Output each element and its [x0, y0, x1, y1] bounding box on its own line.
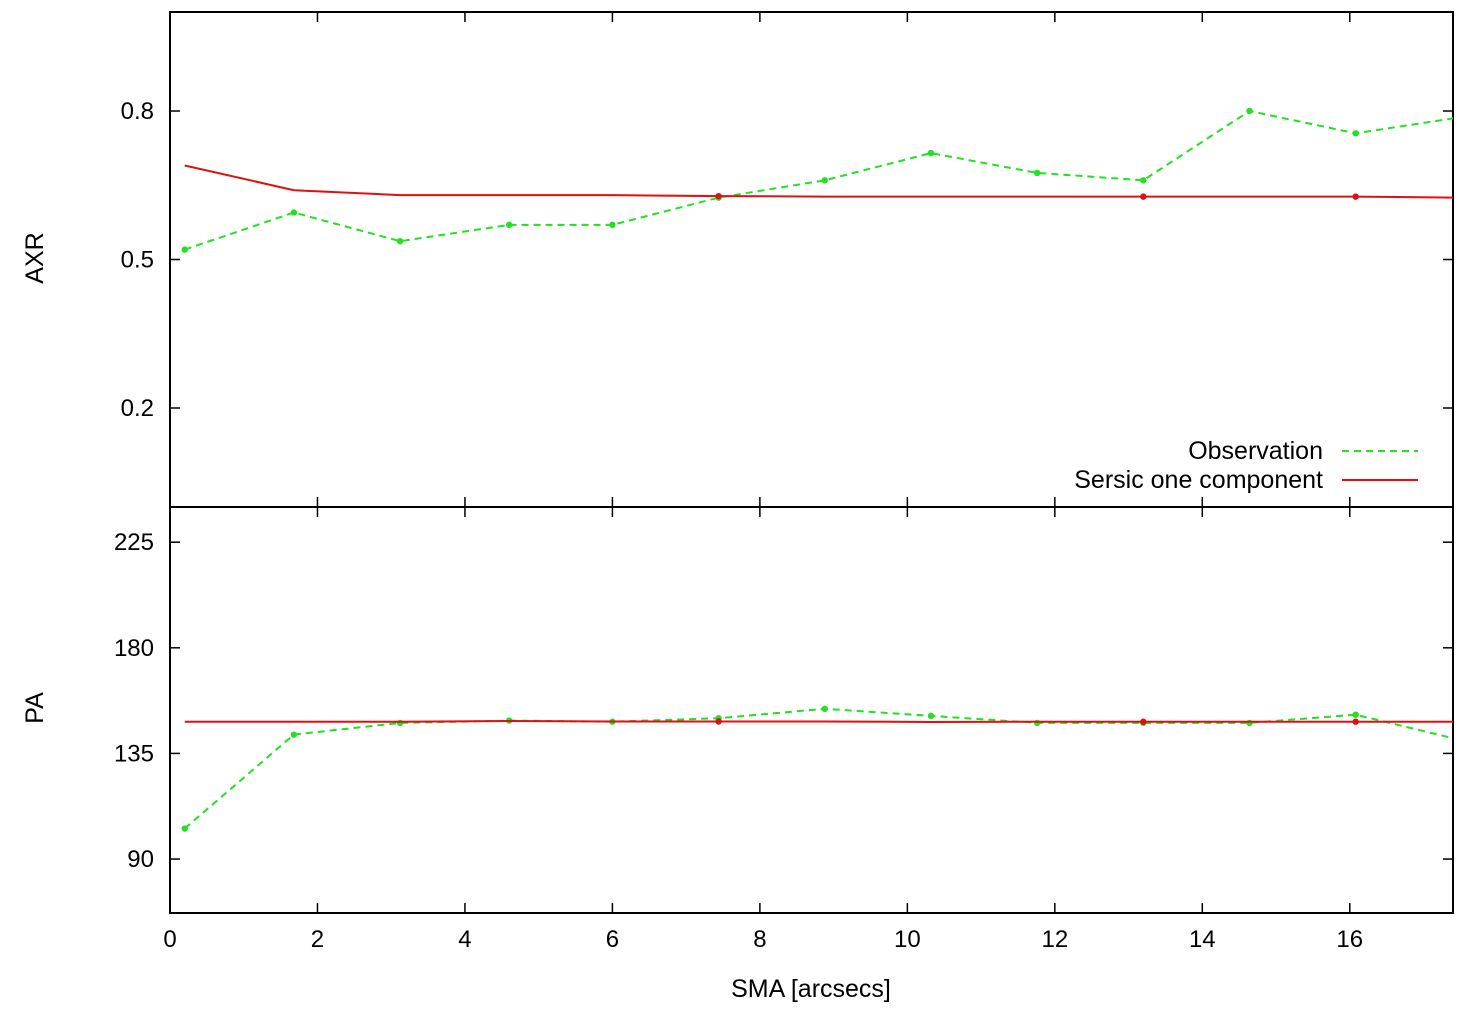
- pa-observation-point: [821, 705, 828, 713]
- axr-sersic-point: [1352, 193, 1359, 200]
- pa-sersic-line: [184, 719, 1453, 724]
- pa-observation-point: [290, 731, 298, 738]
- pa-sersic-point: [1140, 718, 1147, 725]
- axr-observation-point: [1352, 130, 1359, 137]
- pa-y-tick-label: 225: [114, 529, 154, 556]
- pa-panel: 0 2 4 6 8 10 12 14 16 90 135 180 225: [114, 506, 1454, 953]
- x-tick-label: 10: [894, 926, 921, 953]
- legend-label-sersic: Sersic one component: [1074, 466, 1323, 494]
- axr-y-tick-label: 0.5: [121, 247, 154, 274]
- axr-observation-point: [1033, 169, 1041, 177]
- pa-observation-point: [1352, 711, 1359, 718]
- x-tick-label: 0: [163, 926, 176, 953]
- x-tick-label: 12: [1041, 926, 1068, 953]
- legend: Observation Sersic one component: [1074, 437, 1418, 494]
- axr-sersic-point: [1140, 193, 1147, 200]
- y-axis-label-pa: PA: [21, 692, 49, 724]
- legend-label-observation: Observation: [1188, 437, 1323, 465]
- pa-observation-point: [1033, 719, 1041, 727]
- x-tick-label: 8: [753, 926, 766, 953]
- x-tick-label: 14: [1189, 926, 1216, 953]
- pa-plot-frame: [169, 506, 1454, 914]
- pa-sersic-point: [715, 718, 722, 725]
- axr-observation-point: [181, 246, 188, 253]
- pa-observation-point: [927, 712, 935, 720]
- axr-y-tick-label: 0.8: [121, 98, 154, 125]
- axr-plot-frame: [169, 11, 1454, 508]
- axr-observation-point: [927, 149, 935, 157]
- axr-observation-point: [609, 221, 616, 229]
- pa-y-tick-label: 180: [114, 635, 154, 662]
- pa-y-tick-label: 135: [114, 740, 154, 767]
- x-tick-label: 6: [606, 926, 619, 953]
- axr-observation-point: [1140, 177, 1147, 184]
- x-axis-label: SMA [arcsecs]: [731, 975, 891, 1003]
- axr-observation-point: [821, 177, 828, 184]
- y-axis-label-axr: AXR: [21, 232, 49, 283]
- axr-observation-point: [1246, 107, 1253, 115]
- pa-observation-point: [1246, 719, 1253, 727]
- axr-panel: 0.2 0.5 0.8: [121, 11, 1454, 508]
- x-tick-label: 4: [458, 926, 471, 953]
- pa-observation-point: [181, 825, 188, 832]
- axr-sersic-line: [184, 164, 1454, 199]
- pa-sersic-point: [1352, 718, 1359, 725]
- axr-sersic-point: [715, 192, 722, 200]
- axr-y-tick-label: 0.2: [121, 395, 154, 422]
- pa-y-tick-label: 90: [127, 846, 154, 873]
- pa-observation-line: [184, 707, 1454, 830]
- x-tick-label: 2: [311, 926, 324, 953]
- pa-observation-point: [396, 719, 404, 727]
- axr-observation-point: [290, 209, 298, 216]
- axr-observation-line: [184, 109, 1454, 251]
- x-tick-label: 16: [1336, 926, 1363, 953]
- axr-observation-point: [396, 237, 404, 245]
- axr-observation-point: [505, 221, 513, 229]
